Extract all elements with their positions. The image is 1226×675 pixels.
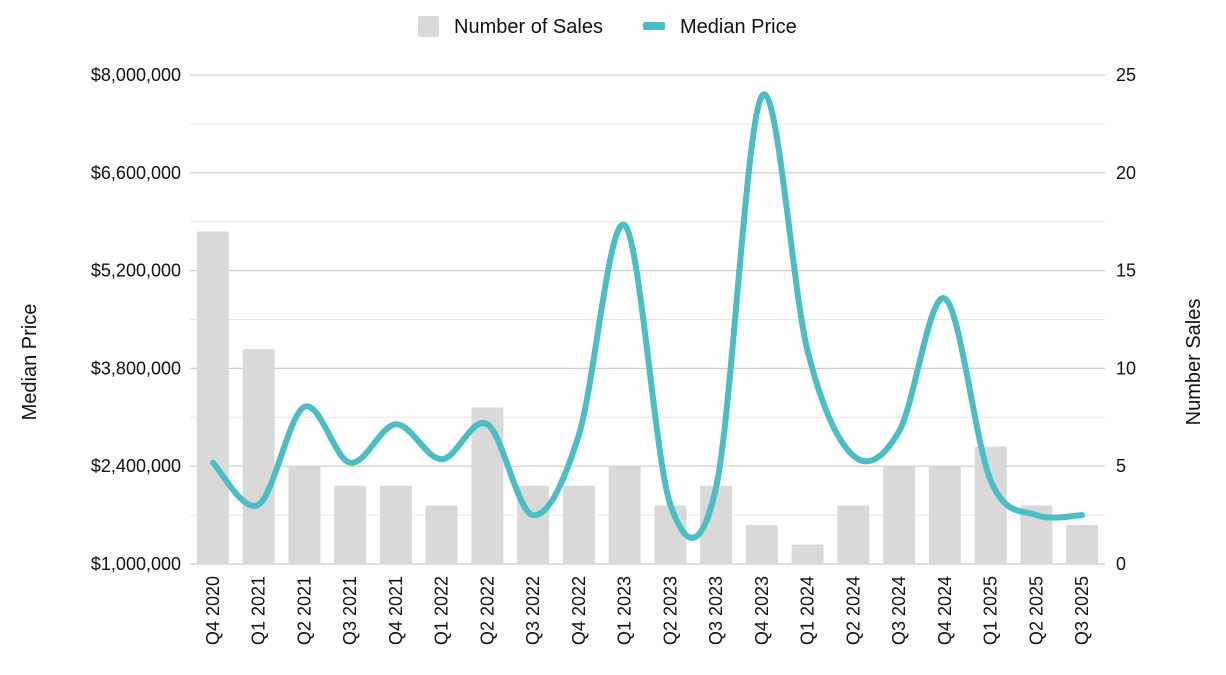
left-tick-label: $5,200,000 (91, 261, 181, 281)
left-axis-title: Median Price (19, 304, 41, 421)
left-tick-label: $8,000,000 (91, 65, 181, 85)
legend: Number of Sales Median Price (418, 16, 797, 38)
legend-swatch-median-price (643, 22, 665, 30)
legend-label-median-price: Median Price (680, 16, 797, 38)
x-tick-label: Q2 2023 (660, 576, 680, 645)
bar-number-of-sales (928, 466, 961, 564)
x-tick-label: Q1 2022 (432, 576, 452, 645)
bar-number-of-sales (883, 466, 916, 564)
bar-number-of-sales (837, 505, 870, 564)
bar-number-of-sales (471, 407, 504, 564)
right-axis-title: Number Sales (1183, 299, 1205, 426)
left-axis: $1,000,000 $2,400,000 $3,800,000 $5,200,000… (91, 65, 181, 574)
x-tick-label: Q3 2021 (340, 576, 360, 645)
line-median-price (209, 91, 1086, 541)
left-tick-label: $3,800,000 (91, 358, 181, 378)
x-tick-label: Q2 2025 (1026, 576, 1046, 645)
bar-number-of-sales (379, 485, 412, 564)
bar-number-of-sales (288, 466, 321, 564)
bar-number-of-sales (791, 544, 824, 564)
bar-number-of-sales (654, 505, 687, 564)
left-tick-label: $1,000,000 (91, 554, 181, 574)
bar-number-of-sales (1066, 524, 1099, 564)
bar-number-of-sales (700, 485, 733, 564)
x-tick-label: Q3 2025 (1072, 576, 1092, 645)
x-tick-label: Q4 2022 (569, 576, 589, 645)
right-tick-label: 0 (1116, 554, 1126, 574)
x-tick-label: Q1 2023 (615, 576, 635, 645)
x-tick-label: Q1 2025 (981, 576, 1001, 645)
bar-number-of-sales (562, 485, 595, 564)
x-tick-label: Q3 2024 (889, 576, 909, 645)
line-series-median-price (209, 91, 1086, 541)
x-tick-label: Q2 2022 (477, 576, 497, 645)
x-tick-label: Q4 2024 (935, 576, 955, 645)
bar-series-number-of-sales (196, 231, 1099, 565)
bar-number-of-sales (974, 446, 1007, 564)
x-tick-label: Q2 2021 (294, 576, 314, 645)
x-axis: Q4 2020 Q1 2021 Q2 2021 Q3 2021 Q4 2021 Q1 20… (203, 576, 1092, 645)
bar-number-of-sales (745, 524, 778, 564)
x-tick-label: Q3 2022 (523, 576, 543, 645)
right-tick-label: 20 (1116, 163, 1136, 183)
bar-number-of-sales (196, 231, 229, 565)
right-tick-label: 25 (1116, 65, 1136, 85)
x-tick-label: Q4 2020 (203, 576, 223, 645)
legend-swatch-number-of-sales (418, 16, 439, 37)
left-tick-label: $6,600,000 (91, 163, 181, 183)
bar-number-of-sales (608, 466, 641, 564)
right-tick-label: 10 (1116, 358, 1136, 378)
right-axis: 0 5 10 15 20 25 (1116, 65, 1136, 574)
x-tick-label: Q3 2023 (706, 576, 726, 645)
right-tick-label: 5 (1116, 456, 1126, 476)
left-tick-label: $2,400,000 (91, 456, 181, 476)
x-tick-label: Q1 2024 (798, 576, 818, 645)
right-tick-label: 15 (1116, 261, 1136, 281)
gridlines (190, 74, 1105, 565)
x-tick-label: Q1 2021 (249, 576, 269, 645)
x-tick-label: Q4 2021 (386, 576, 406, 645)
legend-label-number-of-sales: Number of Sales (454, 16, 603, 38)
bar-number-of-sales (242, 348, 275, 564)
x-tick-label: Q2 2024 (843, 576, 863, 645)
x-tick-label: Q4 2023 (752, 576, 772, 645)
bar-number-of-sales (334, 485, 367, 564)
bar-number-of-sales (425, 505, 458, 564)
